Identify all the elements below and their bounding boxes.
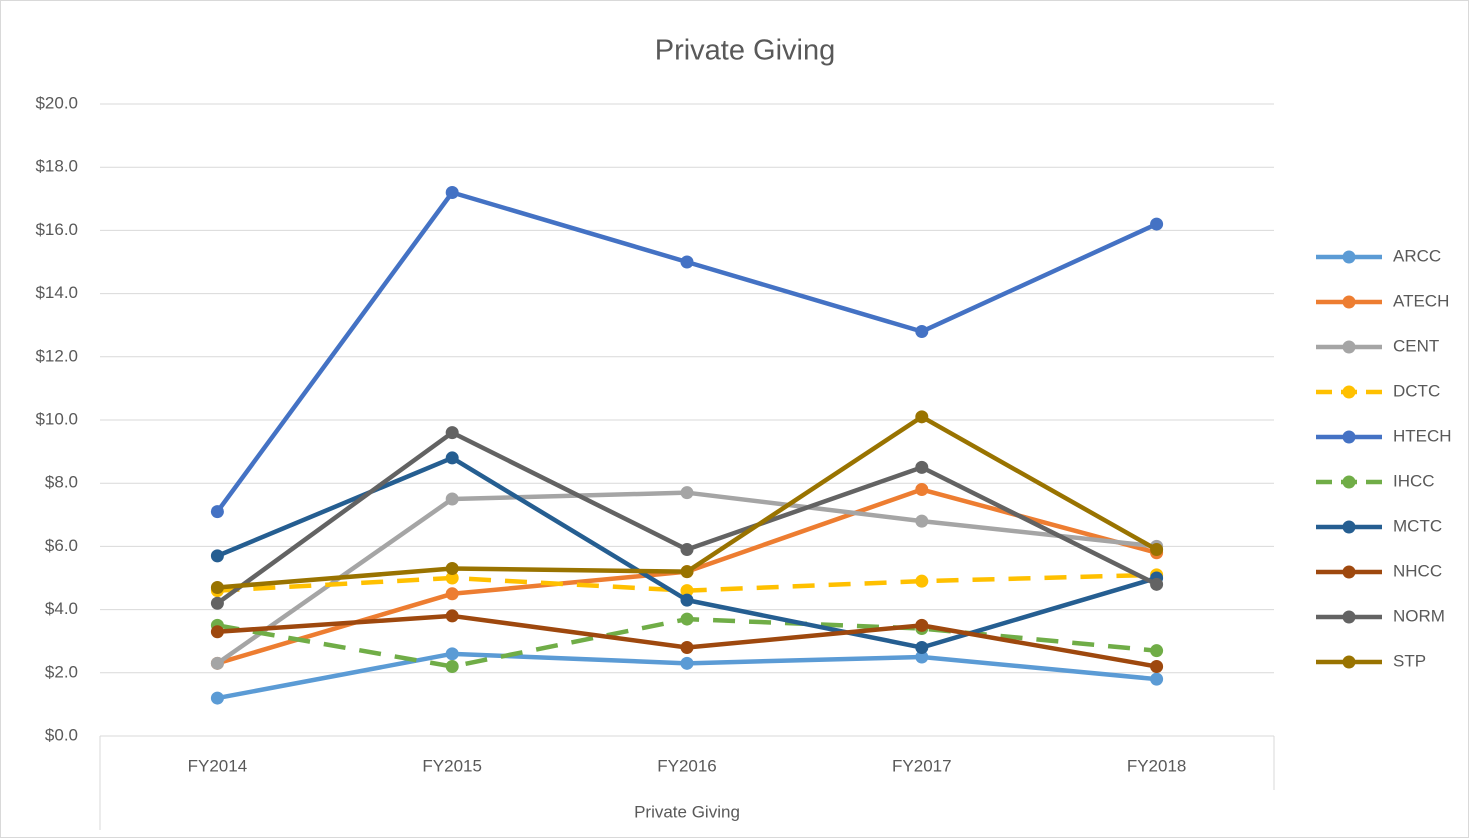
legend-marker	[1342, 430, 1356, 444]
legend-marker	[1342, 385, 1356, 399]
data-point	[445, 426, 459, 440]
legend-label: DCTC	[1393, 381, 1440, 400]
legend-marker	[1342, 520, 1356, 534]
y-tick-label: $16.0	[35, 220, 78, 239]
legend-label: HTECH	[1393, 426, 1452, 445]
x-tick-label: FY2016	[657, 756, 717, 775]
x-tick-label: FY2014	[188, 756, 248, 775]
y-tick-label: $12.0	[35, 346, 78, 365]
data-point	[680, 486, 694, 500]
legend-label: ARCC	[1393, 246, 1441, 265]
data-point	[680, 641, 694, 655]
legend-marker	[1342, 655, 1356, 669]
data-point	[445, 451, 459, 465]
data-point	[1150, 672, 1164, 686]
data-point	[680, 584, 694, 598]
y-tick-label: $4.0	[45, 599, 78, 618]
data-point	[915, 325, 929, 339]
x-axis-title: Private Giving	[634, 802, 740, 821]
data-point	[210, 596, 224, 610]
legend-marker	[1342, 475, 1356, 489]
data-point	[210, 625, 224, 639]
data-point	[445, 492, 459, 506]
data-point	[680, 612, 694, 626]
data-point	[915, 650, 929, 664]
x-tick-label: FY2015	[422, 756, 482, 775]
legend-marker	[1342, 610, 1356, 624]
x-tick-label: FY2017	[892, 756, 952, 775]
data-point	[1150, 659, 1164, 673]
data-point	[915, 618, 929, 632]
data-point	[210, 580, 224, 594]
legend-marker	[1342, 250, 1356, 264]
legend-label: CENT	[1393, 336, 1439, 355]
legend-label: MCTC	[1393, 516, 1442, 535]
data-point	[680, 543, 694, 557]
legend-label: IHCC	[1393, 471, 1435, 490]
data-point	[210, 656, 224, 670]
data-point	[915, 483, 929, 497]
data-point	[680, 593, 694, 607]
y-tick-label: $2.0	[45, 662, 78, 681]
data-point	[915, 460, 929, 474]
data-point	[1150, 543, 1164, 557]
data-point	[445, 587, 459, 601]
y-tick-label: $8.0	[45, 473, 78, 492]
data-point	[680, 656, 694, 670]
legend-marker	[1342, 295, 1356, 309]
y-tick-label: $6.0	[45, 536, 78, 555]
y-tick-label: $20.0	[35, 93, 78, 112]
legend-label: NORM	[1393, 606, 1445, 625]
y-tick-label: $0.0	[45, 725, 78, 744]
data-point	[915, 514, 929, 528]
data-point	[210, 505, 224, 519]
legend-marker	[1342, 340, 1356, 354]
data-point	[1150, 644, 1164, 658]
data-point	[1150, 217, 1164, 231]
chart-title: Private Giving	[655, 35, 836, 67]
data-point	[915, 574, 929, 588]
data-point	[445, 647, 459, 661]
data-point	[445, 185, 459, 199]
data-point	[445, 571, 459, 585]
data-point	[915, 410, 929, 424]
data-point	[445, 609, 459, 623]
legend-marker	[1342, 565, 1356, 579]
data-point	[680, 255, 694, 269]
data-point	[680, 565, 694, 579]
data-point	[445, 562, 459, 576]
data-point	[210, 549, 224, 563]
y-tick-label: $14.0	[35, 283, 78, 302]
legend-label: NHCC	[1393, 561, 1442, 580]
data-point	[210, 691, 224, 705]
y-tick-label: $18.0	[35, 157, 78, 176]
legend-label: ATECH	[1393, 291, 1449, 310]
data-point	[915, 641, 929, 655]
data-point	[1150, 577, 1164, 591]
y-tick-label: $10.0	[35, 409, 78, 428]
data-point	[445, 659, 459, 673]
x-tick-label: FY2018	[1127, 756, 1187, 775]
legend-label: STP	[1393, 651, 1426, 670]
